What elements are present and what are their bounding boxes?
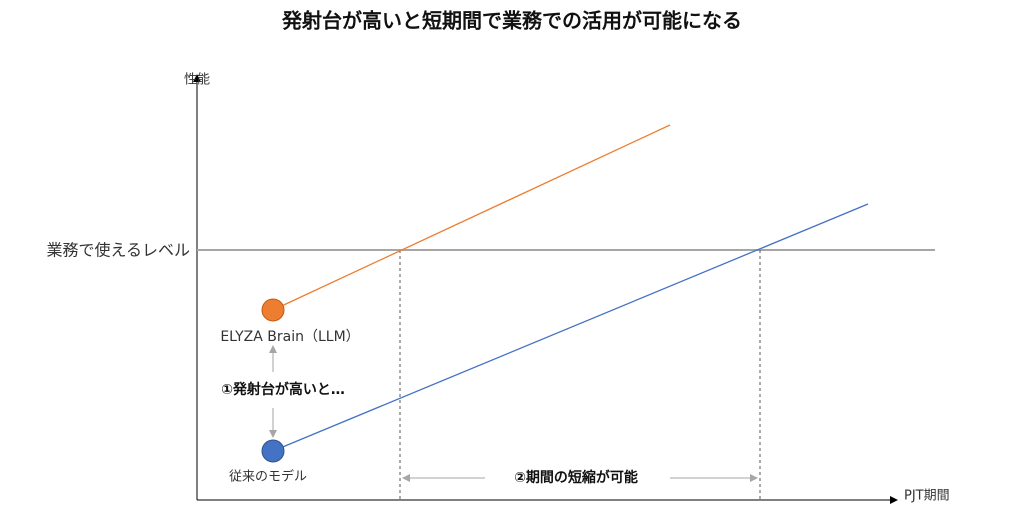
x-axis-label: PJT期間: [904, 489, 950, 504]
node-label: 従来のモデル: [229, 469, 307, 485]
threshold-label: 業務で使えるレベル: [46, 241, 190, 260]
annotation: ②期間の短縮が可能: [514, 469, 638, 486]
conventional-node: [261, 439, 285, 463]
y-axis-label: 性能: [184, 73, 210, 88]
llm-line: [272, 124, 671, 311]
annotation: ①発射台が高いと…: [221, 381, 345, 398]
node-label: ELYZA Brain（LLM）: [220, 329, 359, 345]
title: 発射台が高いと短期間で業務での活用が可能になる: [281, 9, 742, 33]
llm-node: [261, 298, 285, 322]
conventional-line: [272, 203, 869, 452]
